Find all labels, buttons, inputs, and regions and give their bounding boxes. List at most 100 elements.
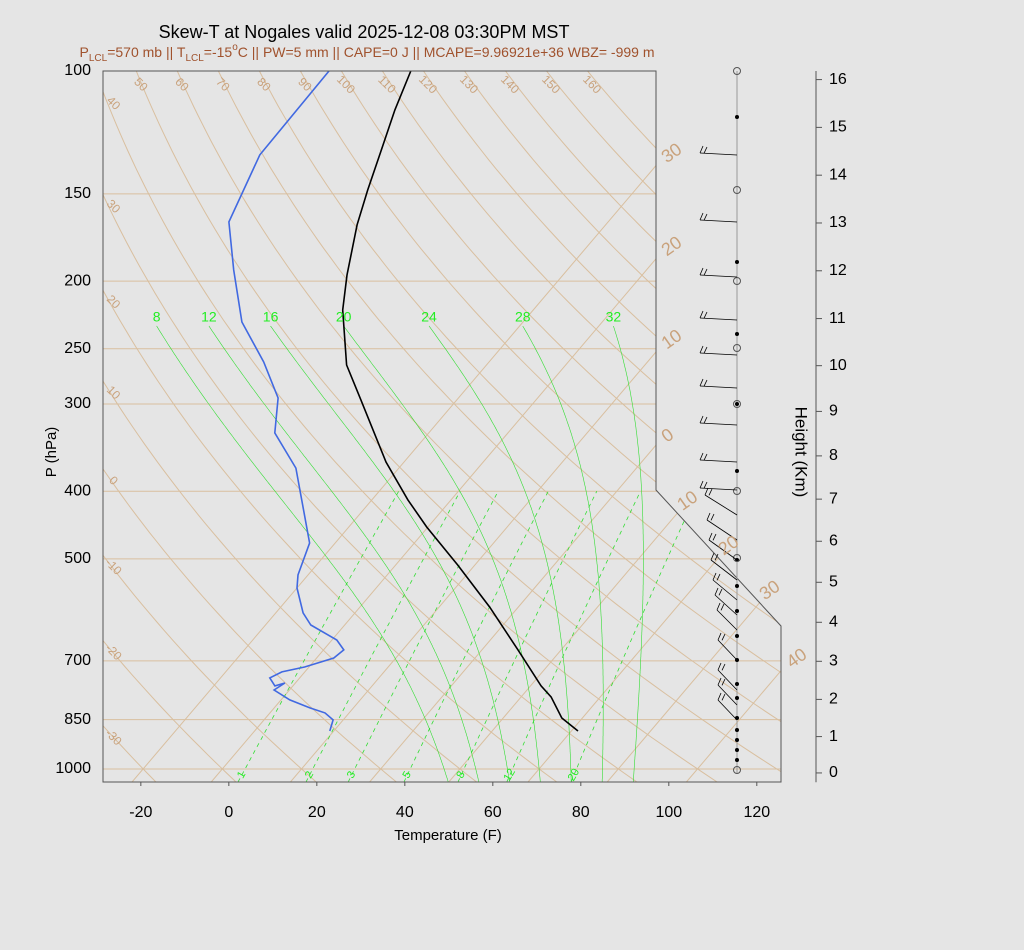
moist-adiabat: [270, 325, 510, 782]
mixing-ratio-line: [305, 491, 461, 782]
y2-tick-label: 12: [829, 262, 847, 279]
mixing-ratio-label: 1: [235, 769, 248, 780]
y2-tick-label: 5: [829, 574, 838, 591]
wind-profile: [699, 67, 741, 774]
dry-adiabat-label: 80: [254, 75, 274, 95]
wind-barb: [703, 346, 708, 354]
x-tick-label: 20: [308, 804, 326, 821]
wind-barb: [717, 639, 738, 661]
plot-border: [102, 70, 782, 783]
y2-tick-label: 0: [829, 764, 838, 781]
y2-tick-label: 3: [829, 653, 838, 670]
wind-barb: [717, 669, 738, 691]
wind-barb: [699, 267, 704, 276]
wind-barb: [699, 452, 704, 461]
moist-adiabat: [613, 326, 644, 782]
wind-circle: [733, 554, 741, 562]
wind-barb: [716, 609, 738, 631]
wind-barb: [717, 632, 722, 641]
y-tick-label: 150: [64, 185, 91, 202]
wind-barb: [708, 488, 713, 496]
dry-adiabat-label: 50: [131, 75, 151, 95]
wind-barb: [703, 268, 708, 276]
wind-barb: [710, 552, 715, 561]
dry-adiabat-label: 20: [104, 292, 124, 312]
mixing-ratio-label: 8: [454, 769, 467, 780]
subtitle-part: P: [80, 44, 89, 60]
wind-barb: [718, 588, 723, 596]
wind-circle: [733, 277, 741, 285]
wind-barb: [708, 539, 738, 561]
dry-adiabat: [103, 71, 317, 782]
dry-adiabat-label: 140: [498, 72, 522, 96]
profiles: [228, 71, 579, 732]
wind-circle: [733, 344, 741, 352]
mixing-ratio-line: [237, 491, 400, 782]
isotherm: [527, 71, 781, 782]
wind-barb: [721, 633, 726, 641]
dry-adiabat-label: 160: [580, 72, 604, 96]
y-tick-label: 1000: [55, 760, 91, 777]
wind-barb: [717, 699, 738, 721]
x-tick-label: 0: [224, 804, 233, 821]
dry-adiabat-label: 120: [416, 72, 440, 96]
background-lines: [103, 71, 781, 782]
wind-dot: [735, 758, 739, 762]
isotherm: [369, 71, 781, 782]
isotherm-label: 30: [756, 576, 784, 604]
x-tick-label: 80: [572, 804, 590, 821]
wind-dot: [735, 469, 739, 473]
dry-adiabat: [103, 71, 718, 782]
mixing-ratio-label: 3: [345, 769, 358, 780]
y-tick-label: 200: [64, 272, 91, 289]
mixing-ratio-line: [403, 491, 549, 782]
wind-barb: [699, 310, 704, 319]
wind-dot: [735, 584, 739, 588]
wind-barb: [699, 219, 738, 223]
dry-adiabat: [217, 71, 781, 782]
wind-dot: [735, 696, 739, 700]
isotherm: [210, 71, 781, 782]
y2-tick-label: 11: [829, 310, 846, 327]
isotherm-label: 20: [658, 232, 686, 260]
wind-barb: [706, 519, 738, 541]
y2-tick-label: 9: [829, 403, 838, 420]
wind-barb: [699, 345, 704, 354]
wind-barb: [703, 311, 708, 319]
dry-adiabat: [299, 71, 781, 782]
dry-adiabat: [505, 71, 781, 782]
y-tick-label: 500: [64, 550, 91, 567]
isotherm-label: 0: [658, 424, 678, 446]
y-tick-label: 250: [64, 340, 91, 357]
wind-barb: [699, 317, 738, 321]
wind-barb: [703, 453, 708, 461]
moist-adiabat-label: 32: [606, 309, 622, 325]
mixing-ratio-line: [347, 491, 499, 782]
mixing-ratio-line: [457, 491, 598, 782]
y2-tick-label: 13: [829, 214, 847, 231]
dry-adiabat: [135, 71, 781, 782]
y-tick-label: 400: [64, 482, 91, 499]
wind-circle: [733, 67, 741, 75]
wind-dot: [735, 402, 739, 406]
isotherm: [290, 71, 781, 782]
y2-tick-label: 1: [829, 728, 838, 745]
wind-barb: [712, 533, 717, 541]
y2-tick-label: 8: [829, 447, 838, 464]
wind-dot: [735, 748, 739, 752]
subtitle-part: C || PW=5 mm || CAPE=0 J || MCAPE=9.9692…: [238, 44, 655, 60]
isotherm: [606, 71, 781, 782]
wind-barb: [699, 480, 704, 489]
subtitle-part: LCL: [89, 53, 108, 64]
wind-dot: [735, 260, 739, 264]
isotherm: [131, 71, 737, 782]
chart-title: Skew-T at Nogales valid 2025-12-08 03:30…: [159, 22, 570, 42]
wind-barb: [714, 553, 719, 561]
y-tick-label: 850: [64, 711, 91, 728]
wind-barb: [706, 512, 711, 521]
moist-adiabat: [208, 325, 480, 782]
wind-barb: [714, 587, 719, 596]
x-tick-label: 100: [655, 804, 682, 821]
y2-tick-label: 10: [829, 357, 847, 374]
